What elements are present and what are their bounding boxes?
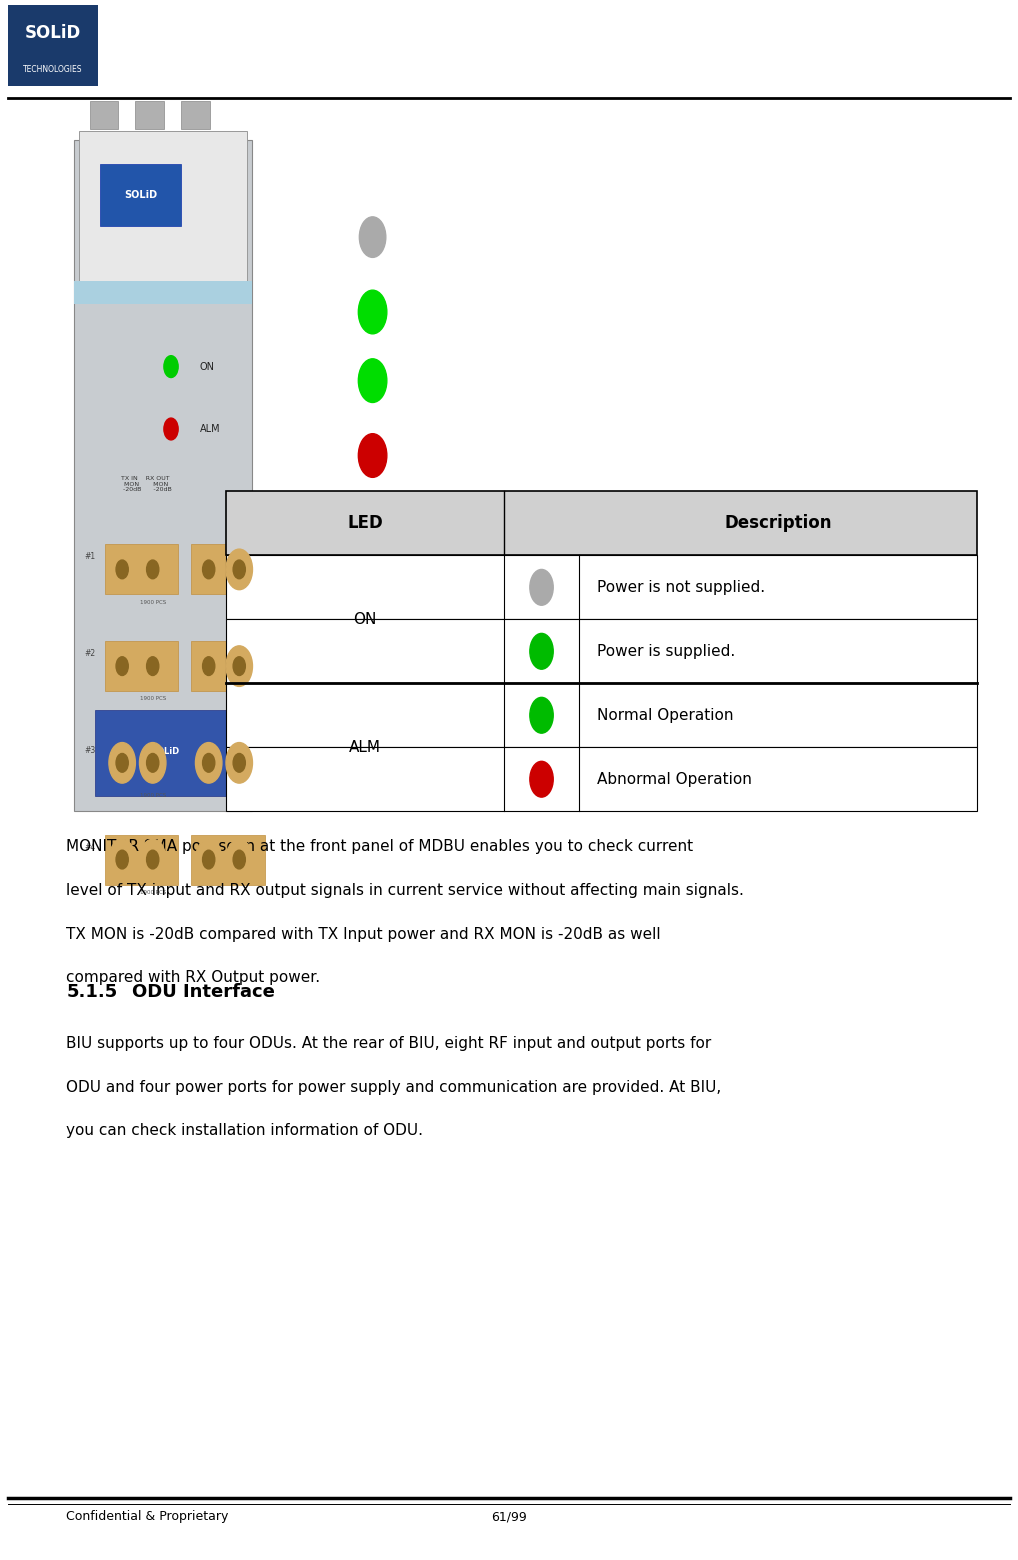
Circle shape [195, 646, 222, 686]
Text: ON: ON [353, 612, 377, 627]
Circle shape [195, 743, 222, 783]
Text: Confidential & Proprietary: Confidential & Proprietary [66, 1510, 229, 1523]
FancyBboxPatch shape [226, 491, 977, 555]
Text: 1900 PCS: 1900 PCS [139, 889, 166, 895]
Circle shape [226, 743, 252, 783]
Circle shape [195, 839, 222, 880]
Text: Power is supplied.: Power is supplied. [598, 644, 736, 658]
Circle shape [358, 434, 387, 477]
Circle shape [116, 850, 128, 869]
Circle shape [195, 549, 222, 590]
Text: 61/99: 61/99 [491, 1510, 527, 1523]
Circle shape [529, 569, 553, 605]
Text: SOLiD: SOLiD [24, 23, 81, 42]
Text: ALM: ALM [200, 424, 220, 434]
Text: ODU and four power ports for power supply and communication are provided. At BIU: ODU and four power ports for power suppl… [66, 1080, 722, 1095]
Text: TX IN    RX OUT
 MON       MON
  -20dB      -20dB: TX IN RX OUT MON MON -20dB -20dB [119, 476, 172, 493]
Text: SOLiD: SOLiD [152, 747, 180, 757]
Text: Description: Description [725, 515, 832, 532]
Circle shape [147, 850, 159, 869]
Text: Normal Operation: Normal Operation [598, 708, 734, 722]
FancyBboxPatch shape [226, 619, 977, 683]
Text: BIU supports up to four ODUs. At the rear of BIU, eight RF input and output port: BIU supports up to four ODUs. At the rea… [66, 1036, 712, 1051]
Circle shape [116, 753, 128, 772]
FancyBboxPatch shape [226, 747, 977, 811]
Text: LED: LED [347, 515, 383, 532]
FancyBboxPatch shape [79, 131, 247, 281]
Text: 1900 PCS: 1900 PCS [139, 696, 166, 702]
Circle shape [116, 560, 128, 579]
Circle shape [529, 697, 553, 733]
Text: 1900 PCS: 1900 PCS [139, 792, 166, 799]
Circle shape [359, 217, 386, 257]
FancyBboxPatch shape [90, 101, 118, 129]
Circle shape [226, 549, 252, 590]
FancyBboxPatch shape [191, 835, 265, 885]
FancyBboxPatch shape [74, 140, 252, 811]
FancyBboxPatch shape [105, 835, 178, 885]
FancyBboxPatch shape [74, 281, 252, 304]
Text: MONITOR SMA port seen at the front panel of MDBU enables you to check current: MONITOR SMA port seen at the front panel… [66, 839, 693, 855]
Circle shape [109, 743, 135, 783]
Text: #1: #1 [84, 552, 96, 562]
Text: ON: ON [200, 362, 215, 371]
Circle shape [358, 359, 387, 402]
Circle shape [226, 839, 252, 880]
FancyBboxPatch shape [95, 710, 237, 796]
Text: ALM: ALM [349, 739, 381, 755]
Text: 1900 PCS: 1900 PCS [139, 599, 166, 605]
Text: TX MON is -20dB compared with TX Input power and RX MON is -20dB as well: TX MON is -20dB compared with TX Input p… [66, 927, 661, 942]
Circle shape [203, 560, 215, 579]
Circle shape [139, 549, 166, 590]
Text: Abnormal Operation: Abnormal Operation [598, 772, 752, 786]
Circle shape [139, 839, 166, 880]
Circle shape [147, 560, 159, 579]
Circle shape [116, 657, 128, 675]
Text: 5.1.5: 5.1.5 [66, 983, 117, 1002]
Circle shape [109, 839, 135, 880]
Circle shape [139, 743, 166, 783]
Circle shape [203, 657, 215, 675]
Circle shape [233, 753, 245, 772]
FancyBboxPatch shape [226, 683, 977, 747]
Text: Power is not supplied.: Power is not supplied. [598, 580, 766, 594]
Circle shape [164, 356, 178, 378]
FancyBboxPatch shape [100, 164, 181, 226]
Circle shape [529, 761, 553, 797]
Circle shape [358, 290, 387, 334]
Text: TECHNOLOGIES: TECHNOLOGIES [23, 66, 82, 73]
FancyBboxPatch shape [191, 544, 265, 594]
Text: SOLiD: SOLiD [124, 190, 157, 200]
Circle shape [147, 657, 159, 675]
Circle shape [139, 646, 166, 686]
Circle shape [109, 549, 135, 590]
Circle shape [203, 753, 215, 772]
FancyBboxPatch shape [226, 555, 977, 619]
Circle shape [529, 633, 553, 669]
Circle shape [233, 657, 245, 675]
Text: #4: #4 [84, 842, 96, 852]
Text: compared with RX Output power.: compared with RX Output power. [66, 970, 321, 986]
Text: #2: #2 [84, 649, 96, 658]
Text: ODU Interface: ODU Interface [132, 983, 275, 1002]
Circle shape [233, 560, 245, 579]
Circle shape [164, 418, 178, 440]
FancyBboxPatch shape [181, 101, 210, 129]
FancyBboxPatch shape [135, 101, 164, 129]
Circle shape [226, 646, 252, 686]
Circle shape [109, 646, 135, 686]
Circle shape [203, 850, 215, 869]
Text: #3: #3 [84, 746, 96, 755]
Text: you can check installation information of ODU.: you can check installation information o… [66, 1123, 423, 1139]
FancyBboxPatch shape [191, 641, 265, 691]
Circle shape [233, 850, 245, 869]
FancyBboxPatch shape [8, 5, 98, 86]
Text: level of TX input and RX output signals in current service without affecting mai: level of TX input and RX output signals … [66, 883, 744, 899]
FancyBboxPatch shape [105, 544, 178, 594]
Circle shape [147, 753, 159, 772]
FancyBboxPatch shape [191, 738, 265, 788]
FancyBboxPatch shape [105, 738, 178, 788]
FancyBboxPatch shape [105, 641, 178, 691]
